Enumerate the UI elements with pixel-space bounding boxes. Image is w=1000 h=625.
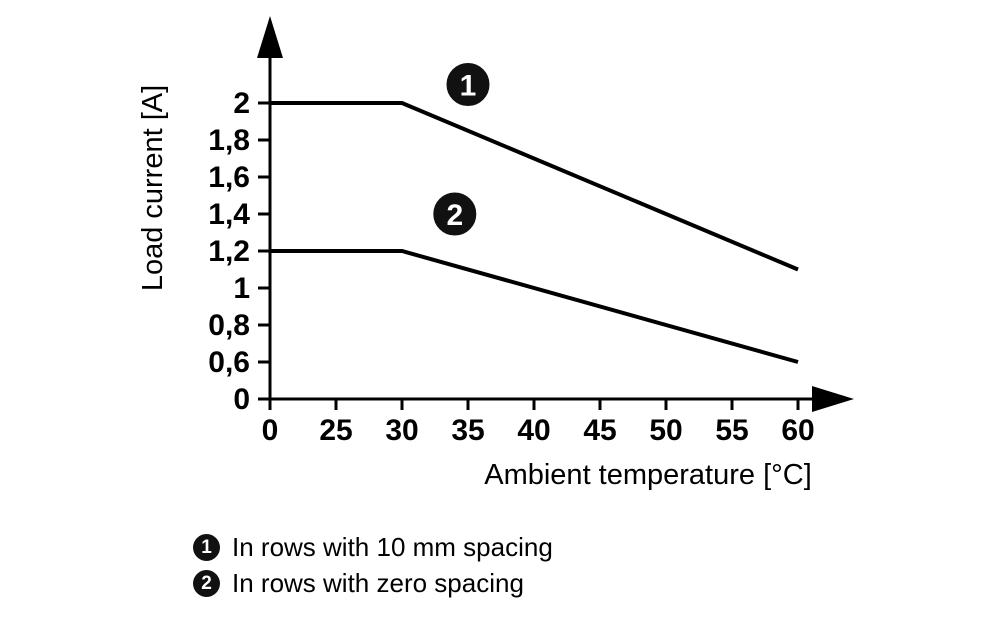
y-tick-label: 1	[233, 272, 250, 305]
legend-item-2: 2 In rows with zero spacing	[193, 568, 553, 599]
x-tick-label: 40	[517, 414, 550, 447]
x-tick-label: 50	[649, 414, 682, 447]
y-axis-arrow-icon	[257, 16, 283, 58]
marker-circle-1-icon	[443, 60, 493, 109]
legend-badge-1-icon: 1	[193, 534, 220, 561]
y-tick-label: 1,4	[208, 198, 250, 231]
derating-chart: 00,60,811,21,41,61,820 25 30 35 40 45 50 55 60Lo…	[137, 16, 854, 491]
y-tick-label: 1,8	[208, 124, 250, 157]
y-axis-title: Load current [A]	[137, 85, 169, 291]
legend-badge-2-icon: 2	[193, 570, 220, 597]
y-tick-label: 0,6	[208, 346, 250, 379]
marker-number-1: 1	[460, 70, 477, 103]
y-tick-label: 1,6	[208, 161, 250, 194]
chart-legend: 1 In rows with 10 mm spacing 2 In rows w…	[193, 532, 553, 599]
curve-series-2	[270, 249, 799, 364]
x-tick-label: 45	[583, 414, 616, 447]
x-tick-label: 0	[262, 414, 279, 447]
x-axis-arrow-icon	[812, 386, 854, 412]
marker-number-2: 2	[446, 199, 463, 232]
marker-circle-2-icon	[430, 189, 480, 239]
y-tick-label: 1,2	[208, 235, 250, 268]
y-tick-label: 0,8	[208, 309, 250, 342]
x-tick-label: 35	[451, 414, 484, 447]
legend-label-1: In rows with 10 mm spacing	[232, 532, 553, 562]
legend-label-2: In rows with zero spacing	[232, 568, 524, 598]
y-tick-label: 0	[233, 383, 250, 416]
x-tick-label: 60	[781, 414, 814, 447]
x-tick-label: 30	[385, 414, 418, 447]
legend-item-1: 1 In rows with 10 mm spacing	[193, 532, 553, 563]
y-tick-label: 2	[233, 87, 250, 120]
x-tick-label: 25	[319, 414, 352, 447]
x-tick-label: 55	[715, 414, 748, 447]
curve-series-1	[270, 101, 799, 272]
x-axis-title: Ambient temperature [°C]	[484, 459, 812, 491]
